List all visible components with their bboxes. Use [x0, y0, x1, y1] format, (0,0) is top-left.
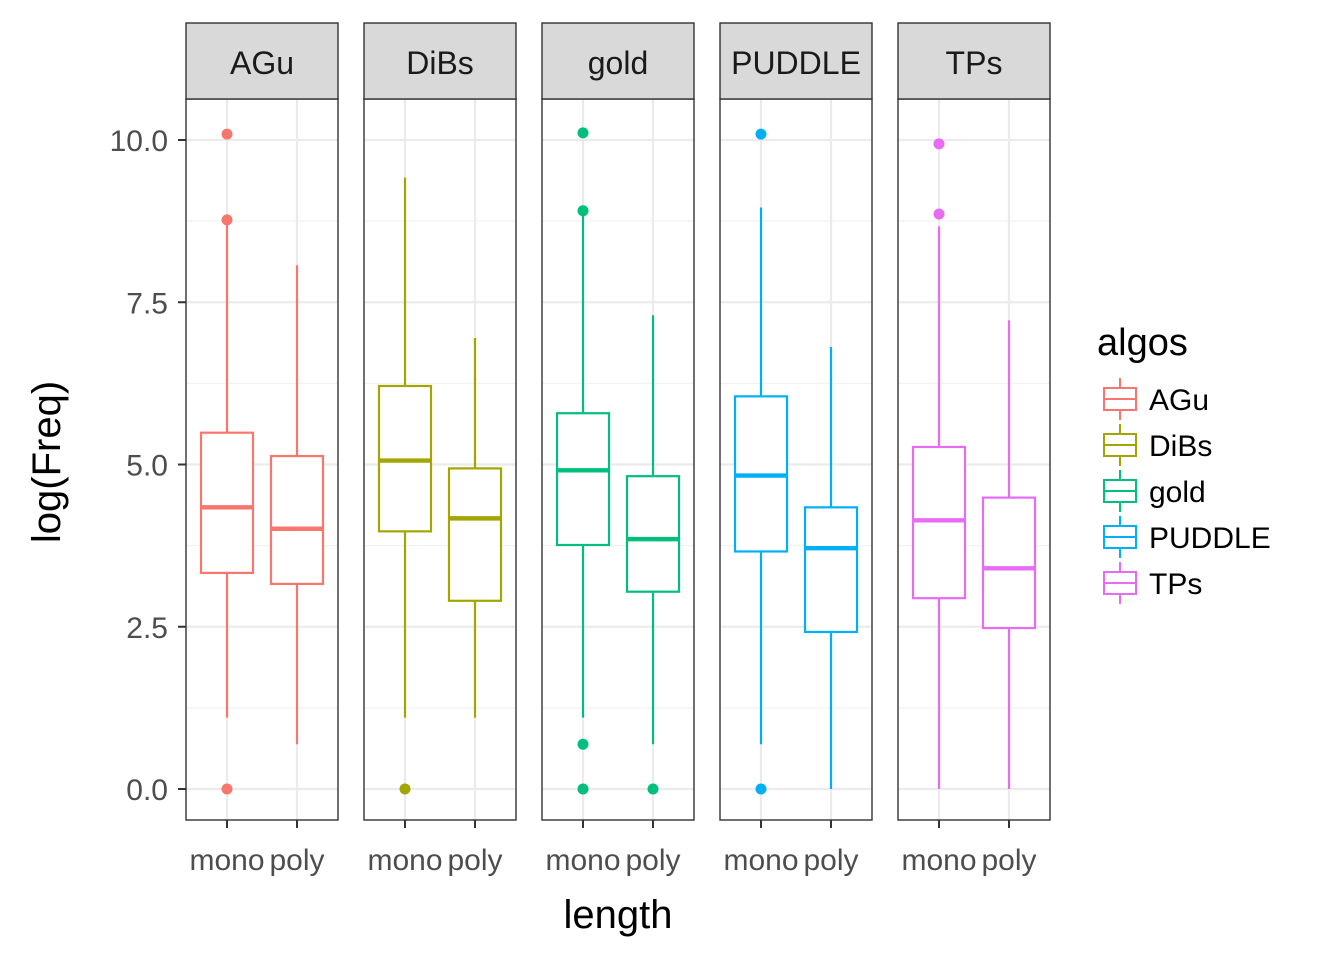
- outlier-point: [577, 205, 589, 217]
- x-tick-label: mono: [723, 844, 798, 877]
- outlier-point: [933, 138, 945, 150]
- box-gold-mono: [555, 127, 611, 795]
- facet-panel-puddle: PUDDLE mono poly: [719, 22, 873, 877]
- facet-panel-agu: AGu mono poly: [185, 22, 339, 877]
- y-tick-label: 10.0: [110, 125, 168, 158]
- facet-strip-label: TPs: [946, 45, 1003, 81]
- box-iqr: [981, 496, 1037, 630]
- y-tick-label: 7.5: [126, 287, 168, 320]
- legend-item-dibs: DiBs: [1101, 422, 1212, 468]
- outlier-point: [755, 128, 767, 140]
- facet-strip: [185, 22, 339, 100]
- box-iqr: [625, 475, 681, 593]
- x-axis-title: length: [564, 893, 673, 937]
- box-iqr: [555, 412, 611, 547]
- outlier-point: [221, 214, 233, 226]
- x-tick-label: mono: [901, 844, 976, 877]
- x-tick-label: mono: [189, 844, 264, 877]
- outlier-point: [577, 127, 589, 139]
- box-iqr: [269, 454, 325, 586]
- outlier-point: [577, 738, 589, 750]
- outlier-point: [933, 208, 945, 220]
- legend-item-agu: AGu: [1101, 376, 1209, 422]
- facet-panel-gold: gold mono poly: [541, 22, 695, 877]
- x-tick-label: poly: [447, 844, 502, 877]
- outlier-point: [221, 128, 233, 140]
- x-tick-label: mono: [367, 844, 442, 877]
- facet-strip: [363, 22, 517, 100]
- outlier-point: [577, 783, 589, 795]
- legend-label: DiBs: [1149, 430, 1212, 463]
- x-tick-label: poly: [625, 844, 680, 877]
- legend-label: AGu: [1149, 384, 1209, 417]
- x-tick-label: poly: [803, 844, 858, 877]
- x-tick-label: poly: [269, 844, 324, 877]
- box-iqr: [911, 445, 967, 600]
- outlier-point: [221, 783, 233, 795]
- y-tick-label: 2.5: [126, 612, 168, 645]
- box-agu-mono: [199, 128, 255, 795]
- legend-label: gold: [1149, 476, 1206, 509]
- box-dibs-poly: [447, 337, 503, 718]
- legend-item-tps: TPs: [1101, 560, 1202, 606]
- legend: algos AGu DiBs gold PUDDLE TPs: [1097, 322, 1271, 606]
- y-axis-title: log(Freq): [25, 381, 69, 543]
- facet-panel-tps: TPs mono poly: [897, 22, 1051, 877]
- y-tick-label: 0.0: [126, 774, 168, 807]
- y-axis: 0.0 2.5 5.0 7.5 10.0: [110, 125, 186, 807]
- outlier-point: [399, 783, 411, 795]
- facet-strip-label: gold: [588, 45, 649, 81]
- facet-strip: [541, 22, 695, 100]
- box-tps-mono: [911, 138, 967, 789]
- legend-item-puddle: PUDDLE: [1101, 514, 1271, 560]
- legend-label: PUDDLE: [1149, 522, 1271, 555]
- facet-strip-label: DiBs: [406, 45, 474, 81]
- facet-strip-label: AGu: [230, 45, 294, 81]
- legend-label: TPs: [1149, 568, 1202, 601]
- box-iqr: [803, 506, 859, 634]
- outlier-point: [755, 783, 767, 795]
- facet-strip: [897, 22, 1051, 100]
- outlier-point: [647, 783, 659, 795]
- box-tps-poly: [981, 320, 1037, 789]
- x-tick-label: mono: [545, 844, 620, 877]
- facet-strip-label: PUDDLE: [731, 45, 861, 81]
- box-iqr: [199, 431, 255, 574]
- x-tick-label: poly: [981, 844, 1036, 877]
- box-puddle-poly: [803, 347, 859, 789]
- box-iqr: [447, 467, 503, 602]
- facet-strip: [719, 22, 873, 100]
- box-agu-poly: [269, 265, 325, 745]
- box-puddle-mono: [733, 128, 789, 795]
- box-gold-poly: [625, 315, 681, 795]
- box-dibs-mono: [377, 177, 433, 795]
- y-tick-label: 5.0: [126, 450, 168, 483]
- facet-panel-dibs: DiBs mono poly: [363, 22, 517, 877]
- legend-title: algos: [1097, 322, 1188, 364]
- legend-item-gold: gold: [1101, 468, 1206, 514]
